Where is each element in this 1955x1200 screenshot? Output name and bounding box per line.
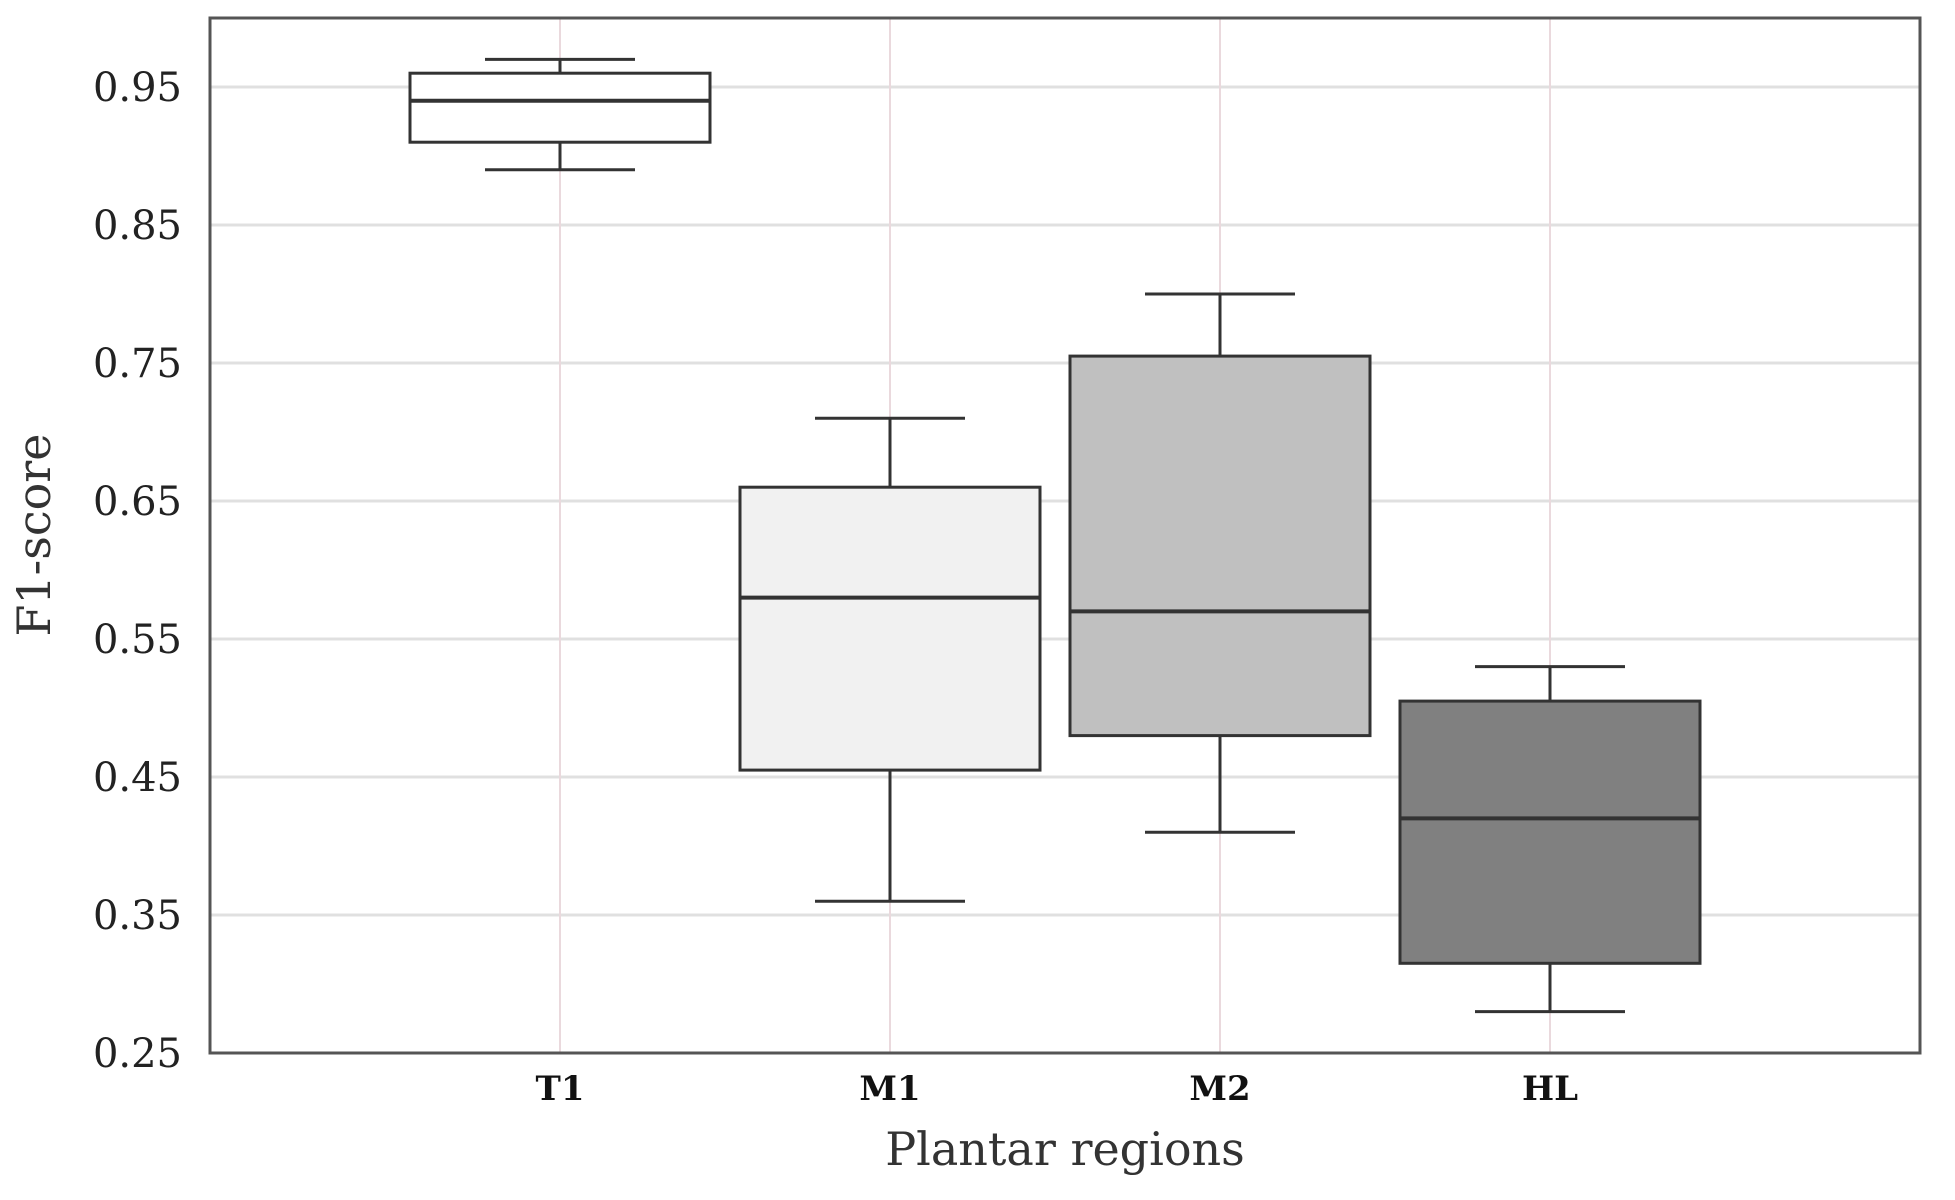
- interquartile-box: [1398, 699, 1702, 965]
- box-m1: [738, 416, 1042, 903]
- interquartile-box: [738, 485, 1042, 772]
- y-tick-labels: 0.25 0.35 0.45 0.55 0.65 0.75 0.85 0.95: [93, 65, 182, 1077]
- interquartile-box: [1068, 354, 1372, 738]
- y-tick-label: 0.45: [93, 755, 182, 801]
- x-tick-labels: T1 M1 M2 HL: [536, 1069, 1579, 1109]
- y-tick-label: 0.65: [93, 479, 182, 525]
- y-tick-label: 0.35: [93, 893, 182, 939]
- y-tick-label: 0.55: [93, 617, 182, 663]
- box-series: [408, 57, 1702, 1014]
- x-tick-label-hl: HL: [1522, 1069, 1578, 1109]
- box-t1: [408, 57, 712, 172]
- interquartile-box: [408, 71, 712, 144]
- x-tick-label-m2: M2: [1189, 1069, 1250, 1109]
- grid-lines: [210, 18, 1920, 1055]
- box-m2: [1068, 292, 1372, 834]
- y-tick-label: 0.25: [93, 1031, 182, 1077]
- plot-frame: [208, 16, 1922, 1055]
- y-tick-label: 0.95: [93, 65, 182, 111]
- x-tick-label-m1: M1: [859, 1069, 920, 1109]
- x-tick-label-t1: T1: [536, 1069, 585, 1109]
- y-tick-label: 0.85: [93, 203, 182, 249]
- box-hl: [1398, 665, 1702, 1014]
- y-tick-label: 0.75: [93, 341, 182, 387]
- y-axis-label: F1-score: [7, 433, 61, 636]
- x-axis-label: Plantar regions: [885, 1122, 1245, 1176]
